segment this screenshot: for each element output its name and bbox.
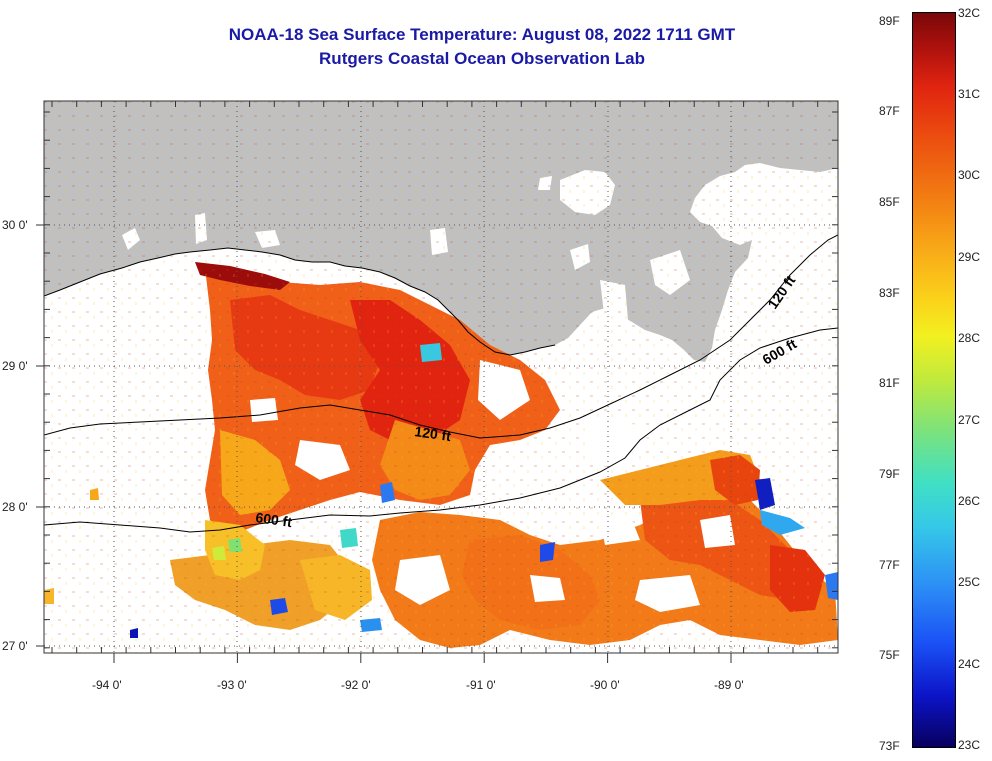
contour-label-120ft-west: 120 ft bbox=[414, 423, 453, 444]
contour-label-600ft-west: 600 ft bbox=[255, 509, 294, 530]
chart-subtitle: Rutgers Coastal Ocean Observation Lab bbox=[319, 49, 645, 68]
colorbar-c-label: 23C bbox=[958, 738, 981, 752]
colorbar-c-label: 26C bbox=[958, 494, 981, 508]
lat-label: 30 0' bbox=[2, 218, 28, 232]
colorbar-c-label: 32C bbox=[958, 6, 981, 20]
sst-data bbox=[44, 101, 838, 653]
colorbar-c-label: 29C bbox=[958, 250, 981, 264]
graticule bbox=[44, 101, 838, 653]
colorbar-f-label: 85F bbox=[879, 195, 900, 209]
colorbar-f-label: 79F bbox=[879, 467, 900, 481]
colorbar-c-label: 24C bbox=[958, 657, 981, 671]
colorbar-c-label: 25C bbox=[958, 575, 981, 589]
colorbar-c-label: 30C bbox=[958, 168, 981, 182]
lon-label: -92 0' bbox=[341, 678, 371, 692]
temperature-colorbar bbox=[912, 12, 956, 748]
lon-label: -93 0' bbox=[217, 678, 247, 692]
lat-label: 28 0' bbox=[2, 500, 28, 514]
lon-label: -91 0' bbox=[466, 678, 496, 692]
lon-label: -94 0' bbox=[92, 678, 122, 692]
map-frame bbox=[43, 100, 839, 654]
lat-label: 29 0' bbox=[2, 359, 28, 373]
colorbar-f-label: 75F bbox=[879, 648, 900, 662]
colorbar-c-label: 31C bbox=[958, 87, 981, 101]
colorbar-f-label: 73F bbox=[879, 739, 900, 753]
colorbar-c-label: 27C bbox=[958, 413, 981, 427]
lat-label: 27 0' bbox=[2, 639, 28, 653]
colorbar-f-label: 81F bbox=[879, 376, 900, 390]
contour-600ft bbox=[44, 327, 838, 533]
contour-120ft-west bbox=[44, 234, 838, 439]
lon-label: -89 0' bbox=[714, 678, 744, 692]
colorbar-f-label: 87F bbox=[879, 104, 900, 118]
colorbar-f-label: 77F bbox=[879, 558, 900, 572]
colorbar-f-label: 83F bbox=[879, 286, 900, 300]
colorbar-f-label: 89F bbox=[879, 14, 900, 28]
colorbar-c-label: 28C bbox=[958, 331, 981, 345]
chart-title: NOAA-18 Sea Surface Temperature: August … bbox=[228, 25, 736, 44]
lon-label: -90 0' bbox=[590, 678, 620, 692]
